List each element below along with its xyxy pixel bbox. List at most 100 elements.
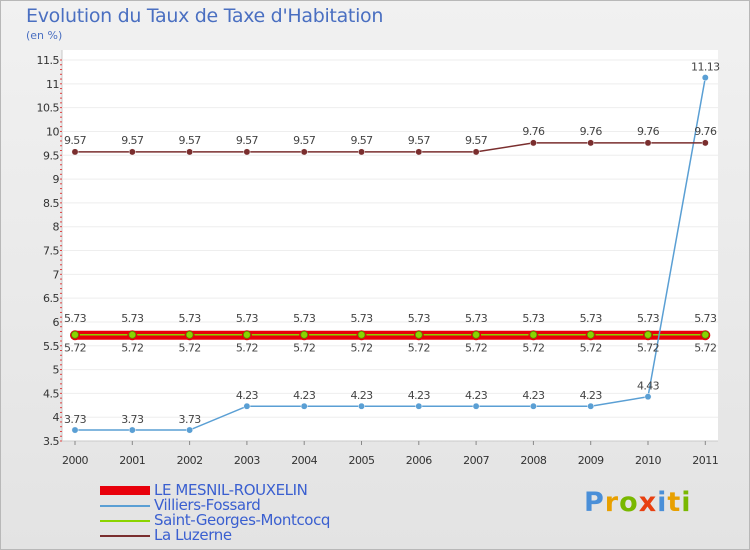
logo-letter: x [638,487,658,518]
data-point [300,330,309,339]
data-label: 5.73 [580,312,603,325]
x-tick-label: 2002 [177,454,203,467]
data-point [586,330,595,339]
data-point [358,148,365,156]
data-point [71,330,79,339]
y-tick-label: 7.5 [43,245,59,258]
data-label: 9.57 [350,134,373,147]
data-point [357,330,366,339]
chart-title: Evolution du Taux de Taxe d'Habitation [26,5,384,27]
data-label: 5.72 [465,341,487,354]
data-point [415,148,423,156]
x-tick-label: 2010 [635,454,661,467]
data-label: 5.72 [350,341,372,354]
logo-letter: P [584,487,605,518]
legend-swatch-villiers [100,505,150,507]
legend-swatch-saint-georges [100,520,150,522]
data-point [414,330,423,339]
data-label: 9.76 [522,125,545,138]
data-point [128,426,136,434]
legend-label: La Luzerne [154,526,232,544]
series-line [75,77,707,431]
logo-letter: i [657,487,668,518]
data-point [644,139,652,147]
data-label: 5.73 [293,312,316,325]
chart-subtitle: (en %) [26,29,63,42]
data-point [243,402,251,410]
data-label: 5.72 [64,341,86,354]
data-label: 9.57 [236,134,259,147]
y-tick-label: 4.5 [43,387,59,400]
data-label: 3.73 [121,413,144,426]
data-point [185,330,194,339]
x-tick-label: 2011 [692,454,718,467]
data-point [701,330,710,339]
data-point [529,402,537,410]
x-tick-label: 2003 [234,454,260,467]
data-label: 3.73 [64,413,87,426]
proxiti-logo: Proxiti [584,487,692,518]
data-label: 4.23 [522,389,545,402]
x-tick-label: 2004 [291,454,317,467]
data-label: 9.76 [694,125,717,138]
legend-swatch-mesnil [100,486,150,495]
y-tick-label: 8 [53,221,60,234]
data-point [472,402,480,410]
data-point [186,426,194,434]
logo-letter: r [604,487,620,518]
data-label: 5.73 [350,312,373,325]
y-tick-label: 8.5 [43,197,59,210]
y-tick-label: 4 [53,411,60,424]
legend-label: Villiers-Fossard [154,496,261,514]
x-tick-label: 2000 [62,454,88,467]
data-point [529,139,537,147]
data-label: 9.57 [408,134,431,147]
plot-area [62,50,718,441]
data-label: 5.73 [694,312,717,325]
data-label: 5.72 [580,341,602,354]
data-point [587,139,595,147]
data-point [472,330,481,339]
data-point [128,330,137,339]
data-point [128,148,136,156]
logo-letter: o [619,487,639,518]
data-label: 5.73 [121,312,144,325]
data-label: 4.23 [465,389,488,402]
data-point [71,426,79,434]
y-tick-label: 11 [46,78,59,91]
x-tick-label: 2009 [578,454,604,467]
data-label: 4.23 [236,389,259,402]
data-label: 9.57 [64,134,87,147]
y-tick-label: 9.5 [43,149,59,162]
logo-letter: t [667,487,682,518]
legend-swatch-la-luzerne [100,535,150,537]
y-tick-label: 6.5 [43,292,59,305]
data-label: 5.72 [236,341,258,354]
data-point [644,330,652,339]
x-tick-label: 2006 [406,454,432,467]
data-label: 9.76 [580,125,603,138]
y-tick-label: 6 [53,316,60,329]
y-tick-label: 10.5 [37,102,60,115]
data-label: 9.57 [179,134,202,147]
data-label: 4.43 [637,380,660,393]
data-label: 4.23 [350,389,373,402]
y-tick-label: 10 [46,125,59,138]
data-point [472,148,480,156]
legend-label: LE MESNIL-ROUXELIN [154,481,308,499]
y-tick-label: 11.5 [37,54,60,67]
data-point [358,402,365,410]
data-point [186,148,194,156]
data-label: 5.73 [64,312,87,325]
y-tick-label: 9 [53,173,60,186]
y-tick-label: 3.5 [43,435,59,448]
data-label: 3.73 [179,413,202,426]
y-tick-label: 7 [53,268,60,281]
data-label: 5.72 [179,341,201,354]
data-point [415,402,423,410]
data-label: 4.23 [580,389,603,402]
data-label: 5.73 [465,312,488,325]
series-line [75,142,706,153]
x-tick-label: 2007 [463,454,489,467]
